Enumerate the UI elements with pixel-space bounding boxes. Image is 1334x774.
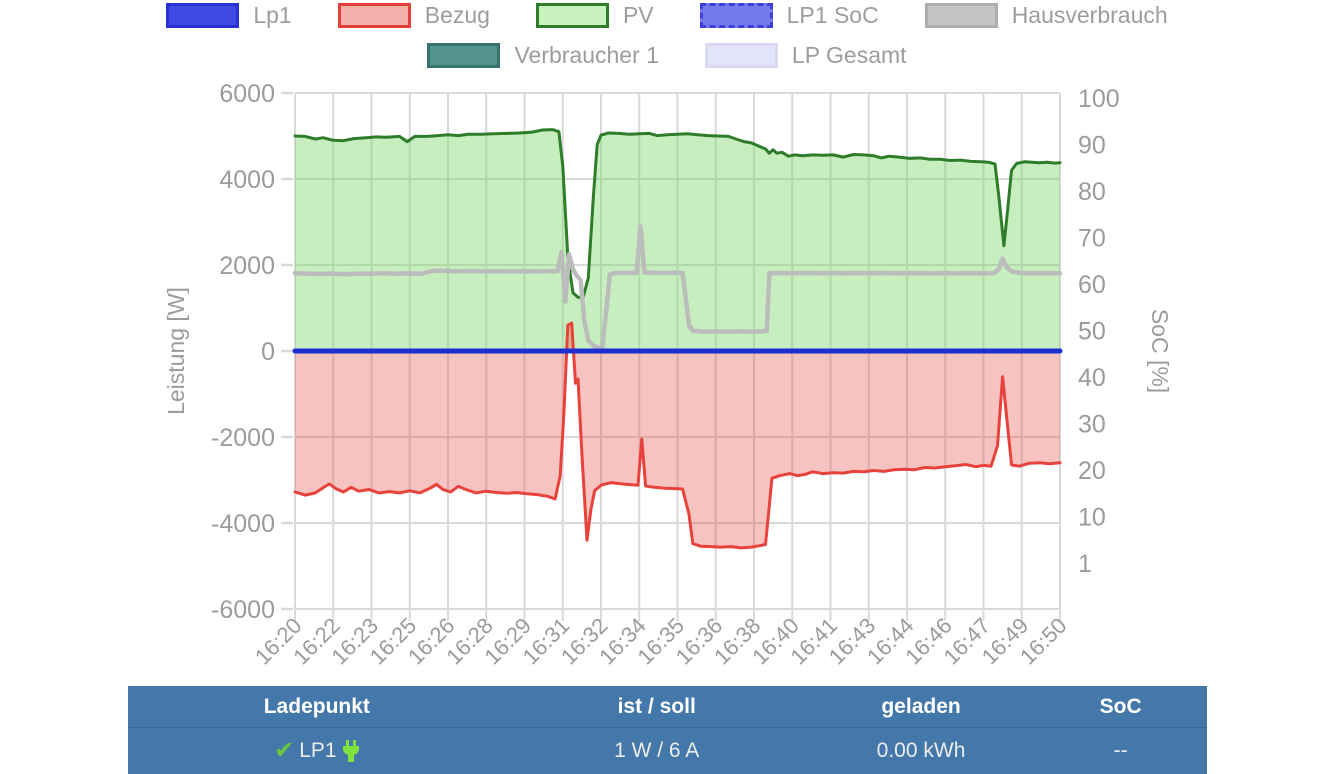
check-icon: ✔ (274, 737, 295, 764)
legend-item-lp-gesamt: LP Gesamt (704, 42, 907, 68)
legend-row-1: Lp1 Bezug PV LP1 SoC Hausverbrauch (166, 2, 1168, 28)
y-left-tick-label: 6000 (219, 80, 275, 108)
y-right-tick-label: 10 (1078, 504, 1106, 532)
chargepoint-cell: ✔ LP1 (128, 739, 506, 763)
legend-label: Hausverbrauch (1011, 2, 1168, 28)
header-geladen: geladen (881, 694, 961, 718)
legend-label: LP1 SoC (786, 2, 879, 28)
legend-swatch (704, 43, 778, 68)
legend-item-bezug: Bezug (337, 2, 490, 28)
y-right-tick-label: 100 (1078, 85, 1120, 113)
y-left-tick-label: -4000 (211, 510, 275, 538)
y-left-tick-label: 0 (261, 338, 275, 366)
y-right-tick-label: 70 (1078, 225, 1106, 253)
plug-icon (342, 740, 359, 762)
series (292, 128, 1063, 550)
y-left-axis-title: Leistung [W] (163, 287, 189, 415)
legend-swatch (337, 3, 411, 28)
legend-swatch (166, 3, 240, 28)
charge-point-table: Ladepunkt ist / soll geladen SoC ✔ LP1 1… (128, 686, 1207, 774)
area-bezug (295, 323, 1060, 548)
table-row: ✔ LP1 1 W / 6 A 0.00 kWh -- (128, 727, 1207, 774)
legend-row-2: Verbraucher 1 LP Gesamt (427, 42, 907, 68)
header-ladepunkt: Ladepunkt (263, 694, 370, 718)
line-hausverbrauch (292, 224, 1063, 351)
legend-item-verbraucher-1: Verbraucher 1 (427, 42, 659, 68)
legend-item-lp1: Lp1 (166, 2, 292, 28)
geladen-value: 0.00 kWh (876, 739, 966, 762)
y-right-tick-label: 40 (1078, 364, 1106, 392)
ist-soll-value: 1 W / 6 A (614, 739, 700, 762)
legend-label: LP Gesamt (791, 42, 907, 68)
y-left-tick-label: 2000 (219, 252, 275, 280)
legend-item-pv: PV (535, 2, 654, 28)
y-right-tick-label: 30 (1078, 411, 1106, 439)
chargepoint-name: LP1 (299, 739, 337, 762)
y-right-tick-label: 1 (1078, 550, 1092, 578)
y-left-tick-label: -2000 (211, 424, 275, 452)
line-bezug (293, 321, 1062, 550)
y-left-tick-label: 4000 (219, 166, 275, 194)
legend-label: Bezug (424, 2, 490, 28)
soc-value: -- (1113, 739, 1128, 762)
legend-swatch (535, 3, 609, 28)
legend-swatch (924, 3, 998, 28)
chart-legend: Lp1 Bezug PV LP1 SoC Hausverbrauch Verbrauch… (0, 3, 1334, 68)
legend-label: PV (622, 2, 654, 28)
y-left-tick-label: -6000 (211, 596, 275, 624)
y-right-tick-label: 60 (1078, 271, 1106, 299)
legend-item-lp1-soc: LP1 SoC (699, 2, 879, 28)
legend-label: Lp1 (253, 2, 292, 28)
legend-swatch (427, 43, 501, 68)
y-right-tick-label: 20 (1078, 457, 1106, 485)
header-ist-soll: ist / soll (617, 694, 696, 718)
header-soc: SoC (1099, 694, 1142, 718)
table-header-row: Ladepunkt ist / soll geladen SoC (128, 686, 1207, 727)
power-chart: 16:2016:2216:2316:2516:2616:2816:2916:31… (163, 80, 1173, 669)
y-right-tick-label: 80 (1078, 178, 1106, 206)
line-pv (293, 128, 1062, 299)
legend-label: Verbraucher 1 (514, 42, 659, 68)
area-pv (295, 129, 1060, 351)
y-right-axis-title: SoC [%] (1147, 309, 1173, 393)
legend-swatch (699, 3, 773, 28)
legend-item-hausverbrauch: Hausverbrauch (924, 2, 1168, 28)
y-right-tick-label: 50 (1078, 318, 1106, 346)
y-right-tick-label: 90 (1078, 132, 1106, 160)
